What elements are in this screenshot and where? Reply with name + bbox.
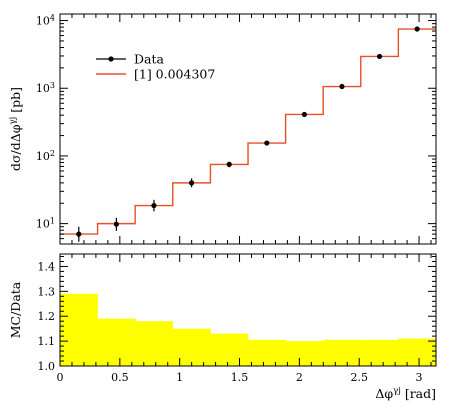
ratio-band xyxy=(60,293,437,367)
main-y-axis: 101 102 103 104 xyxy=(36,13,436,245)
x-axis: 0 0.5 1 1.5 2 2.5 3 xyxy=(57,14,432,384)
main-panel-frame xyxy=(59,13,437,245)
x-tick-label: 0.5 xyxy=(111,371,129,384)
x-axis-label: Δφγj [rad] xyxy=(375,386,436,401)
data-point xyxy=(376,53,383,60)
ratio-panel-frame xyxy=(59,253,437,367)
ratio-bar xyxy=(60,293,98,366)
ratio-y-axis: 1.0 1.1 1.2 1.3 1.4 xyxy=(38,255,436,373)
legend: Data [1] 0.004307 xyxy=(96,52,215,82)
main-y-tick-label: 102 xyxy=(36,148,55,163)
ratio-y-tick-label: 1.0 xyxy=(38,360,56,373)
x-tick-label: 0 xyxy=(57,371,64,384)
ratio-y-tick-label: 1.3 xyxy=(38,285,56,298)
x-tick-label: 2.5 xyxy=(350,371,368,384)
ratio-bar xyxy=(135,321,174,366)
ratio-bar xyxy=(172,328,211,366)
mc-histogram xyxy=(60,28,436,235)
ratio-bar xyxy=(248,339,286,366)
ratio-bar xyxy=(210,333,249,366)
data-point xyxy=(188,180,195,186)
data-point xyxy=(226,161,232,167)
main-y-tick-label: 103 xyxy=(36,81,55,96)
ratio-y-tick-label: 1.2 xyxy=(38,310,56,323)
main-y-tick-label: 101 xyxy=(36,216,55,231)
data-point xyxy=(339,83,345,90)
legend-data-marker xyxy=(108,56,114,62)
data-point xyxy=(264,140,270,146)
x-tick-label: 3 xyxy=(416,371,423,384)
data-point xyxy=(113,221,119,227)
data-point xyxy=(414,26,420,32)
ratio-bar xyxy=(323,339,362,366)
main-y-tick-label: 104 xyxy=(36,13,55,28)
data-points xyxy=(76,26,420,242)
ratio-y-tick-label: 1.1 xyxy=(38,335,56,348)
mc-step-line xyxy=(60,28,436,235)
data-point xyxy=(301,111,307,118)
main-y-axis-label: dσ/dΔφγj [pb] xyxy=(8,87,23,171)
x-tick-label: 1.5 xyxy=(231,371,249,384)
data-point xyxy=(76,231,82,237)
ratio-bar xyxy=(398,338,437,366)
ratio-y-axis-label: MC/Data xyxy=(8,281,23,338)
ratio-bar xyxy=(285,341,324,366)
x-tick-label: 1 xyxy=(176,371,183,384)
ratio-bar xyxy=(360,339,399,366)
ratio-y-tick-label: 1.4 xyxy=(38,260,56,273)
legend-mc-label: [1] 0.004307 xyxy=(134,67,215,82)
x-tick-label: 2 xyxy=(296,371,303,384)
data-point xyxy=(151,202,157,209)
ratio-bar xyxy=(97,318,136,366)
legend-data-label: Data xyxy=(134,52,164,67)
